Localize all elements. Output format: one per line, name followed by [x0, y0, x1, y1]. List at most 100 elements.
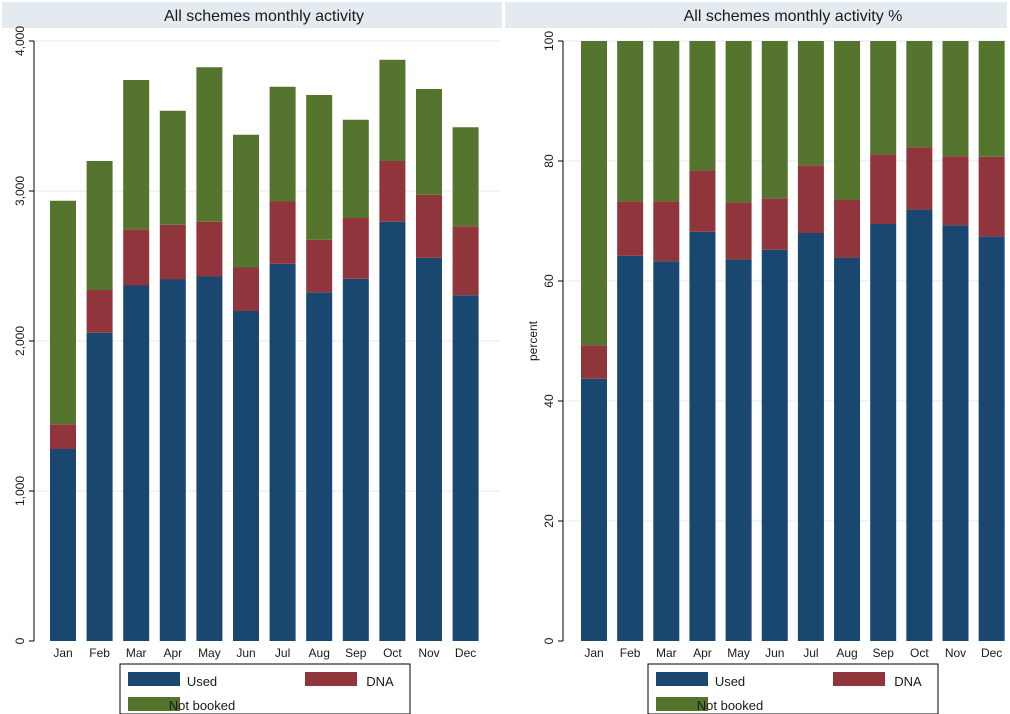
legend-label-used: Used [715, 674, 745, 689]
x-tick-label: Oct [383, 646, 402, 660]
x-tick-label: Jan [53, 646, 72, 660]
bar-used [342, 278, 369, 641]
x-tick-label: Feb [89, 646, 110, 660]
legend: Used DNA Not booked [119, 663, 411, 714]
x-tick-label: Apr [693, 646, 712, 660]
bar-dna [906, 147, 933, 210]
bar-not-booked [452, 127, 479, 227]
y-tick-label: 0 [13, 637, 27, 644]
bar-used [379, 221, 406, 641]
bar-not-booked [797, 41, 824, 166]
x-tick-label: Apr [163, 646, 182, 660]
bar-not-booked [379, 59, 406, 161]
bar-used [978, 236, 1005, 641]
bar-dna [870, 154, 897, 224]
x-tick-label: Nov [418, 646, 439, 660]
bar-not-booked [870, 41, 897, 155]
bar-used [906, 209, 933, 641]
x-tick-label: Jun [765, 646, 784, 660]
bar-dna [196, 221, 223, 277]
x-tick-label: Jan [584, 646, 603, 660]
bar-used [196, 276, 223, 641]
bar-used [306, 292, 333, 641]
bar-not-booked [123, 80, 150, 230]
y-tick-label: 40 [542, 394, 556, 408]
bar-used [233, 311, 259, 641]
panel-header [2, 2, 502, 28]
bar-used [942, 225, 969, 641]
bar-not-booked [834, 41, 861, 200]
x-tick-label: Aug [309, 646, 330, 660]
y-tick-label: 1,000 [13, 476, 27, 506]
bar-not-booked [196, 67, 223, 222]
bar-used [797, 233, 824, 641]
x-tick-label: May [727, 646, 750, 660]
chart-title: All schemes monthly activity % [684, 8, 903, 25]
bar-used [870, 224, 897, 641]
y-tick-label: 60 [542, 274, 556, 288]
bar-used [86, 332, 113, 641]
bar-used [689, 231, 716, 642]
bar-used [269, 263, 296, 641]
x-tick-label: May [198, 646, 221, 660]
y-tick-label: 2,000 [13, 326, 27, 356]
x-tick-label: Feb [620, 646, 641, 660]
y-axis-title: percent [526, 320, 540, 361]
y-tick-label: 80 [542, 154, 556, 168]
bar-dna [617, 201, 644, 256]
x-tick-label: Mar [126, 646, 147, 660]
x-tick-label: Aug [836, 646, 857, 660]
legend-swatch-used [128, 672, 180, 686]
bar-dna [50, 424, 76, 449]
bar-not-booked [269, 86, 296, 202]
bar-not-booked [725, 41, 752, 203]
x-tick-label: Jun [236, 646, 255, 660]
bar-used [452, 295, 479, 641]
bar-used [834, 257, 861, 641]
bar-not-booked [342, 119, 369, 218]
bar-dna [978, 156, 1005, 237]
bar-used [416, 257, 442, 641]
bar-used [50, 449, 76, 641]
bar-used [653, 261, 680, 641]
bar-dna [123, 229, 150, 286]
x-tick-label: Dec [455, 646, 476, 660]
bar-dna [581, 345, 607, 379]
panel-header [505, 2, 1007, 28]
bar-dna [653, 201, 680, 262]
x-tick-label: Oct [910, 646, 929, 660]
chart-title: All schemes monthly activity [164, 8, 364, 25]
bar-dna [342, 218, 369, 279]
bar-dna [379, 161, 406, 222]
y-tick-label: 0 [542, 637, 556, 644]
bar-dna [269, 201, 296, 264]
bar-dna [159, 224, 186, 280]
bar-not-booked [906, 41, 933, 148]
bar-not-booked [86, 161, 113, 290]
legend-label-not-booked: Not booked [169, 698, 236, 713]
x-tick-label: Nov [945, 646, 966, 660]
bar-not-booked [942, 41, 969, 157]
x-tick-label: Jul [275, 646, 290, 660]
bar-dna [233, 267, 259, 311]
x-tick-label: Mar [656, 646, 677, 660]
legend-swatch-used [656, 672, 708, 686]
legend-label-not-booked: Not booked [697, 698, 764, 713]
bar-not-booked [653, 41, 680, 202]
bar-not-booked [159, 110, 186, 225]
legend-swatch-not-booked [656, 697, 708, 711]
bar-not-booked [978, 41, 1005, 157]
bar-dna [306, 239, 333, 293]
bar-dna [761, 198, 788, 250]
bar-used [617, 255, 644, 642]
bar-not-booked [50, 200, 76, 425]
legend: Used DNA Not booked [647, 663, 939, 714]
bar-not-booked [306, 95, 333, 240]
bar-used [123, 285, 150, 641]
bar-used [725, 259, 752, 641]
bar-not-booked [581, 41, 607, 346]
legend-swatch-not-booked [128, 697, 180, 711]
bar-dna [86, 290, 113, 333]
bar-used [581, 378, 607, 641]
